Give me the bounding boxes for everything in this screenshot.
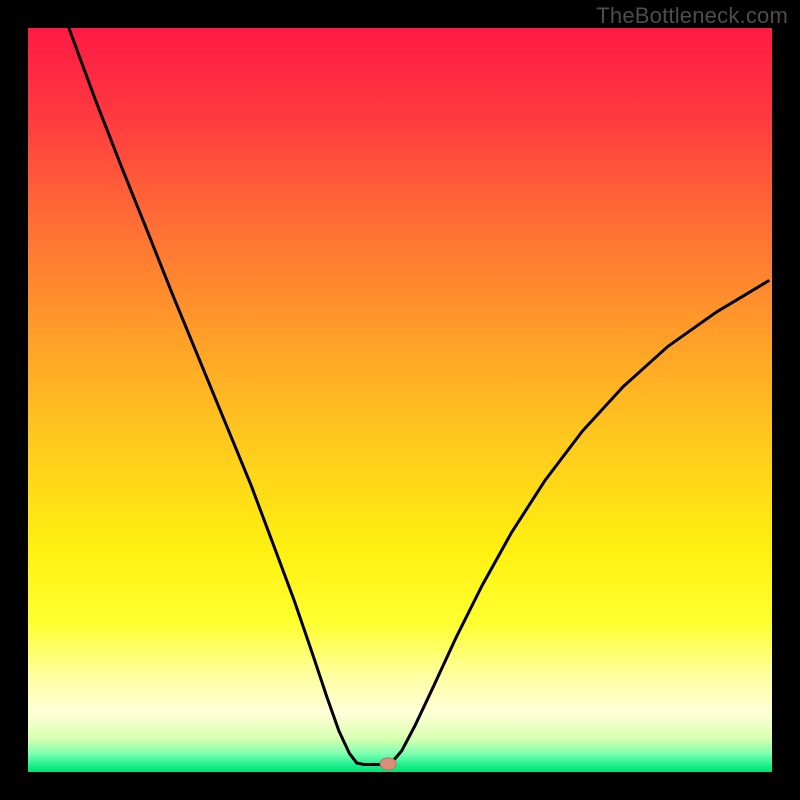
- bottleneck-chart: [0, 0, 800, 800]
- chart-container: TheBottleneck.com: [0, 0, 800, 800]
- plot-gradient-background: [28, 28, 772, 772]
- watermark-text: TheBottleneck.com: [596, 3, 788, 29]
- optimal-point-marker: [380, 758, 396, 770]
